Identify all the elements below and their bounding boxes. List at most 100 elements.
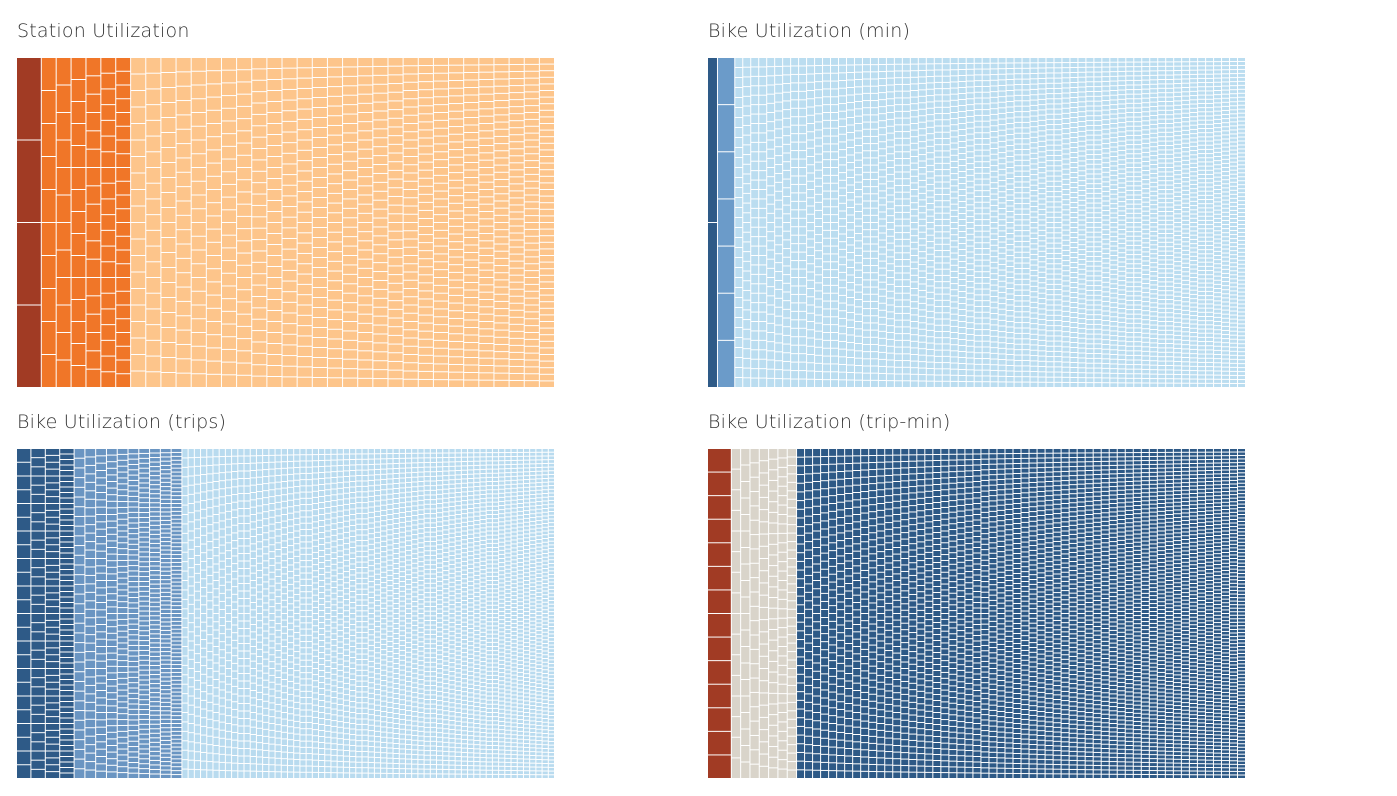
treemap-cell[interactable] xyxy=(403,247,418,255)
treemap-cell[interactable] xyxy=(1134,190,1142,195)
treemap-cell[interactable] xyxy=(815,299,823,307)
treemap-cell[interactable] xyxy=(1158,352,1166,357)
treemap-cell[interactable] xyxy=(418,98,433,106)
treemap-cell[interactable] xyxy=(1062,296,1070,301)
treemap-cell[interactable] xyxy=(1206,112,1214,116)
treemap-cell[interactable] xyxy=(1182,126,1190,130)
treemap-cell[interactable] xyxy=(1198,346,1206,350)
treemap-cell[interactable] xyxy=(1030,100,1038,105)
treemap-cell[interactable] xyxy=(1030,105,1038,111)
treemap-cell[interactable] xyxy=(1094,67,1102,72)
treemap-cell[interactable] xyxy=(1118,290,1126,295)
treemap-cell[interactable] xyxy=(1038,257,1046,262)
treemap-cell[interactable] xyxy=(775,316,783,325)
treemap-cell[interactable] xyxy=(910,91,918,97)
treemap-cell[interactable] xyxy=(823,215,831,222)
treemap-cell[interactable] xyxy=(1238,248,1245,252)
treemap-cell[interactable] xyxy=(846,343,854,350)
treemap-cell[interactable] xyxy=(1126,236,1134,241)
treemap-cell[interactable] xyxy=(1030,73,1038,79)
treemap-cell[interactable] xyxy=(918,168,926,174)
treemap-cell[interactable] xyxy=(45,682,60,689)
treemap-cell[interactable] xyxy=(886,312,894,319)
treemap-cell[interactable] xyxy=(45,655,60,662)
treemap-cell[interactable] xyxy=(1118,234,1126,239)
treemap-cell[interactable] xyxy=(870,294,878,301)
treemap-cell[interactable] xyxy=(815,82,823,90)
treemap-cell[interactable] xyxy=(1086,169,1094,174)
treemap-cell[interactable] xyxy=(524,264,539,271)
treemap-cell[interactable] xyxy=(854,87,862,94)
treemap-cell[interactable] xyxy=(1046,68,1054,73)
treemap-cell[interactable] xyxy=(966,175,974,181)
treemap-cell[interactable] xyxy=(1110,171,1118,175)
treemap-cell[interactable] xyxy=(479,175,494,182)
treemap-cell[interactable] xyxy=(524,353,539,360)
treemap-cell[interactable] xyxy=(854,131,862,138)
treemap-cell[interactable] xyxy=(464,118,479,125)
treemap-cell[interactable] xyxy=(1070,218,1078,222)
treemap-cell[interactable] xyxy=(17,641,31,655)
treemap-cell[interactable] xyxy=(237,375,252,387)
treemap-cell[interactable] xyxy=(1150,165,1158,169)
treemap-cell[interactable] xyxy=(1198,137,1206,141)
treemap-cell[interactable] xyxy=(252,69,267,80)
treemap-cell[interactable] xyxy=(799,218,807,227)
treemap-cell[interactable] xyxy=(878,163,886,170)
treemap-cell[interactable] xyxy=(1102,158,1110,163)
treemap-cell[interactable] xyxy=(1206,250,1214,254)
treemap-cell[interactable] xyxy=(886,78,894,85)
treemap-cell[interactable] xyxy=(1038,84,1046,89)
treemap-cell[interactable] xyxy=(831,317,839,325)
treemap-cell[interactable] xyxy=(524,305,539,312)
treemap-cell[interactable] xyxy=(775,289,783,298)
treemap-cell[interactable] xyxy=(433,223,449,230)
treemap-cell[interactable] xyxy=(1238,320,1245,324)
treemap-cell[interactable] xyxy=(1110,307,1118,312)
treemap-cell[interactable] xyxy=(1062,63,1070,68)
treemap-cell[interactable] xyxy=(918,180,926,187)
treemap-cell[interactable] xyxy=(1046,315,1054,320)
treemap-cell[interactable] xyxy=(942,375,950,381)
treemap-cell[interactable] xyxy=(1158,106,1166,110)
treemap-cell[interactable] xyxy=(878,310,886,317)
treemap-cell[interactable] xyxy=(823,207,831,215)
treemap-cell[interactable] xyxy=(902,58,910,64)
treemap-cell[interactable] xyxy=(934,89,942,95)
treemap-cell[interactable] xyxy=(1198,321,1206,325)
treemap-cell[interactable] xyxy=(1182,178,1190,182)
treemap-cell[interactable] xyxy=(1038,162,1046,167)
treemap-cell[interactable] xyxy=(998,371,1006,376)
treemap-cell[interactable] xyxy=(60,740,74,746)
treemap-cell[interactable] xyxy=(1174,110,1182,114)
treemap-cell[interactable] xyxy=(1006,316,1014,322)
treemap-cell[interactable] xyxy=(783,84,791,92)
treemap-cell[interactable] xyxy=(1070,128,1078,132)
treemap-cell[interactable] xyxy=(990,285,998,291)
treemap-cell[interactable] xyxy=(206,256,221,269)
treemap-cell[interactable] xyxy=(1150,361,1158,365)
treemap-cell[interactable] xyxy=(1198,354,1206,358)
treemap-cell[interactable] xyxy=(1238,181,1245,185)
treemap-cell[interactable] xyxy=(1078,255,1086,259)
treemap-cell[interactable] xyxy=(1206,212,1214,216)
treemap-cell[interactable] xyxy=(237,119,252,131)
treemap-cell[interactable] xyxy=(934,114,942,120)
treemap-cell[interactable] xyxy=(878,191,886,198)
treemap-cell[interactable] xyxy=(131,305,146,322)
treemap-cell[interactable] xyxy=(1118,243,1126,248)
treemap-cell[interactable] xyxy=(1046,202,1054,207)
treemap-cell[interactable] xyxy=(1030,127,1038,132)
treemap-cell[interactable] xyxy=(775,102,783,111)
treemap-cell[interactable] xyxy=(1046,197,1054,202)
treemap-cell[interactable] xyxy=(767,259,775,268)
treemap-cell[interactable] xyxy=(1158,286,1166,291)
treemap-cell[interactable] xyxy=(966,81,974,87)
treemap-cell[interactable] xyxy=(1078,348,1086,353)
treemap-cell[interactable] xyxy=(998,169,1006,175)
treemap-cell[interactable] xyxy=(1014,79,1022,85)
treemap-cell[interactable] xyxy=(862,237,870,244)
treemap-cell[interactable] xyxy=(918,142,926,148)
treemap-cell[interactable] xyxy=(1086,82,1094,87)
treemap-cell[interactable] xyxy=(418,259,433,267)
